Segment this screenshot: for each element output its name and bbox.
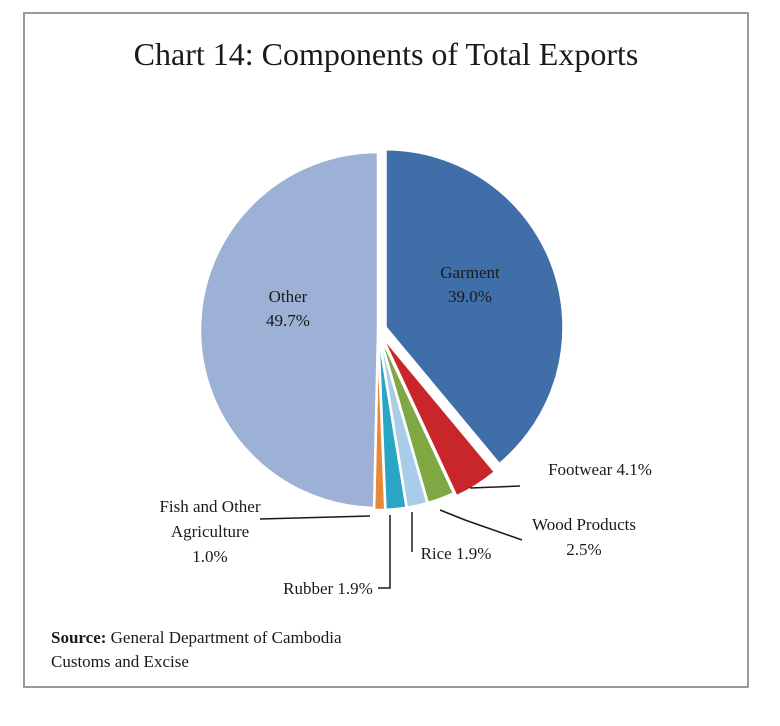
leader-line-fish-and-other-agriculture xyxy=(259,515,371,520)
pie-slice-footwear xyxy=(380,334,497,499)
source-line1: General Department of Cambodia xyxy=(110,628,342,647)
slice-label-footwear: Footwear 4.1% xyxy=(548,460,652,479)
source-line2: Customs and Excise xyxy=(51,652,189,671)
source-label: Source: xyxy=(51,628,107,647)
slice-label-fish-and-other-agriculture: Fish and Other xyxy=(159,497,260,516)
pie-slice-garment xyxy=(384,148,565,466)
source-note: Source: General Department of Cambodia C… xyxy=(51,626,341,674)
slice-label-rice: Rice 1.9% xyxy=(421,544,492,563)
leader-line-footwear xyxy=(469,485,521,489)
slice-label-fish-and-other-agriculture: 1.0% xyxy=(192,547,227,566)
slice-label-wood-products: 2.5% xyxy=(566,540,601,559)
slice-label-garment: Garment xyxy=(440,263,500,282)
slice-value-other: 49.7% xyxy=(266,311,310,330)
chart-frame: Chart 14: Components of Total Exports So… xyxy=(23,12,749,688)
slice-label-other: Other xyxy=(269,287,308,306)
slice-label-rubber: Rubber 1.9% xyxy=(283,579,373,598)
leader-line-rubber xyxy=(378,515,391,589)
leader-line-wood-products xyxy=(439,509,523,541)
slice-label-wood-products: Wood Products xyxy=(532,515,636,534)
slice-value-garment: 39.0% xyxy=(448,287,492,306)
pie-slice-fish-and-other-agriculture xyxy=(372,331,387,512)
slice-label-fish-and-other-agriculture: Agriculture xyxy=(171,522,249,541)
pie-slice-other xyxy=(198,150,380,510)
chart-title: Chart 14: Components of Total Exports xyxy=(133,36,639,72)
